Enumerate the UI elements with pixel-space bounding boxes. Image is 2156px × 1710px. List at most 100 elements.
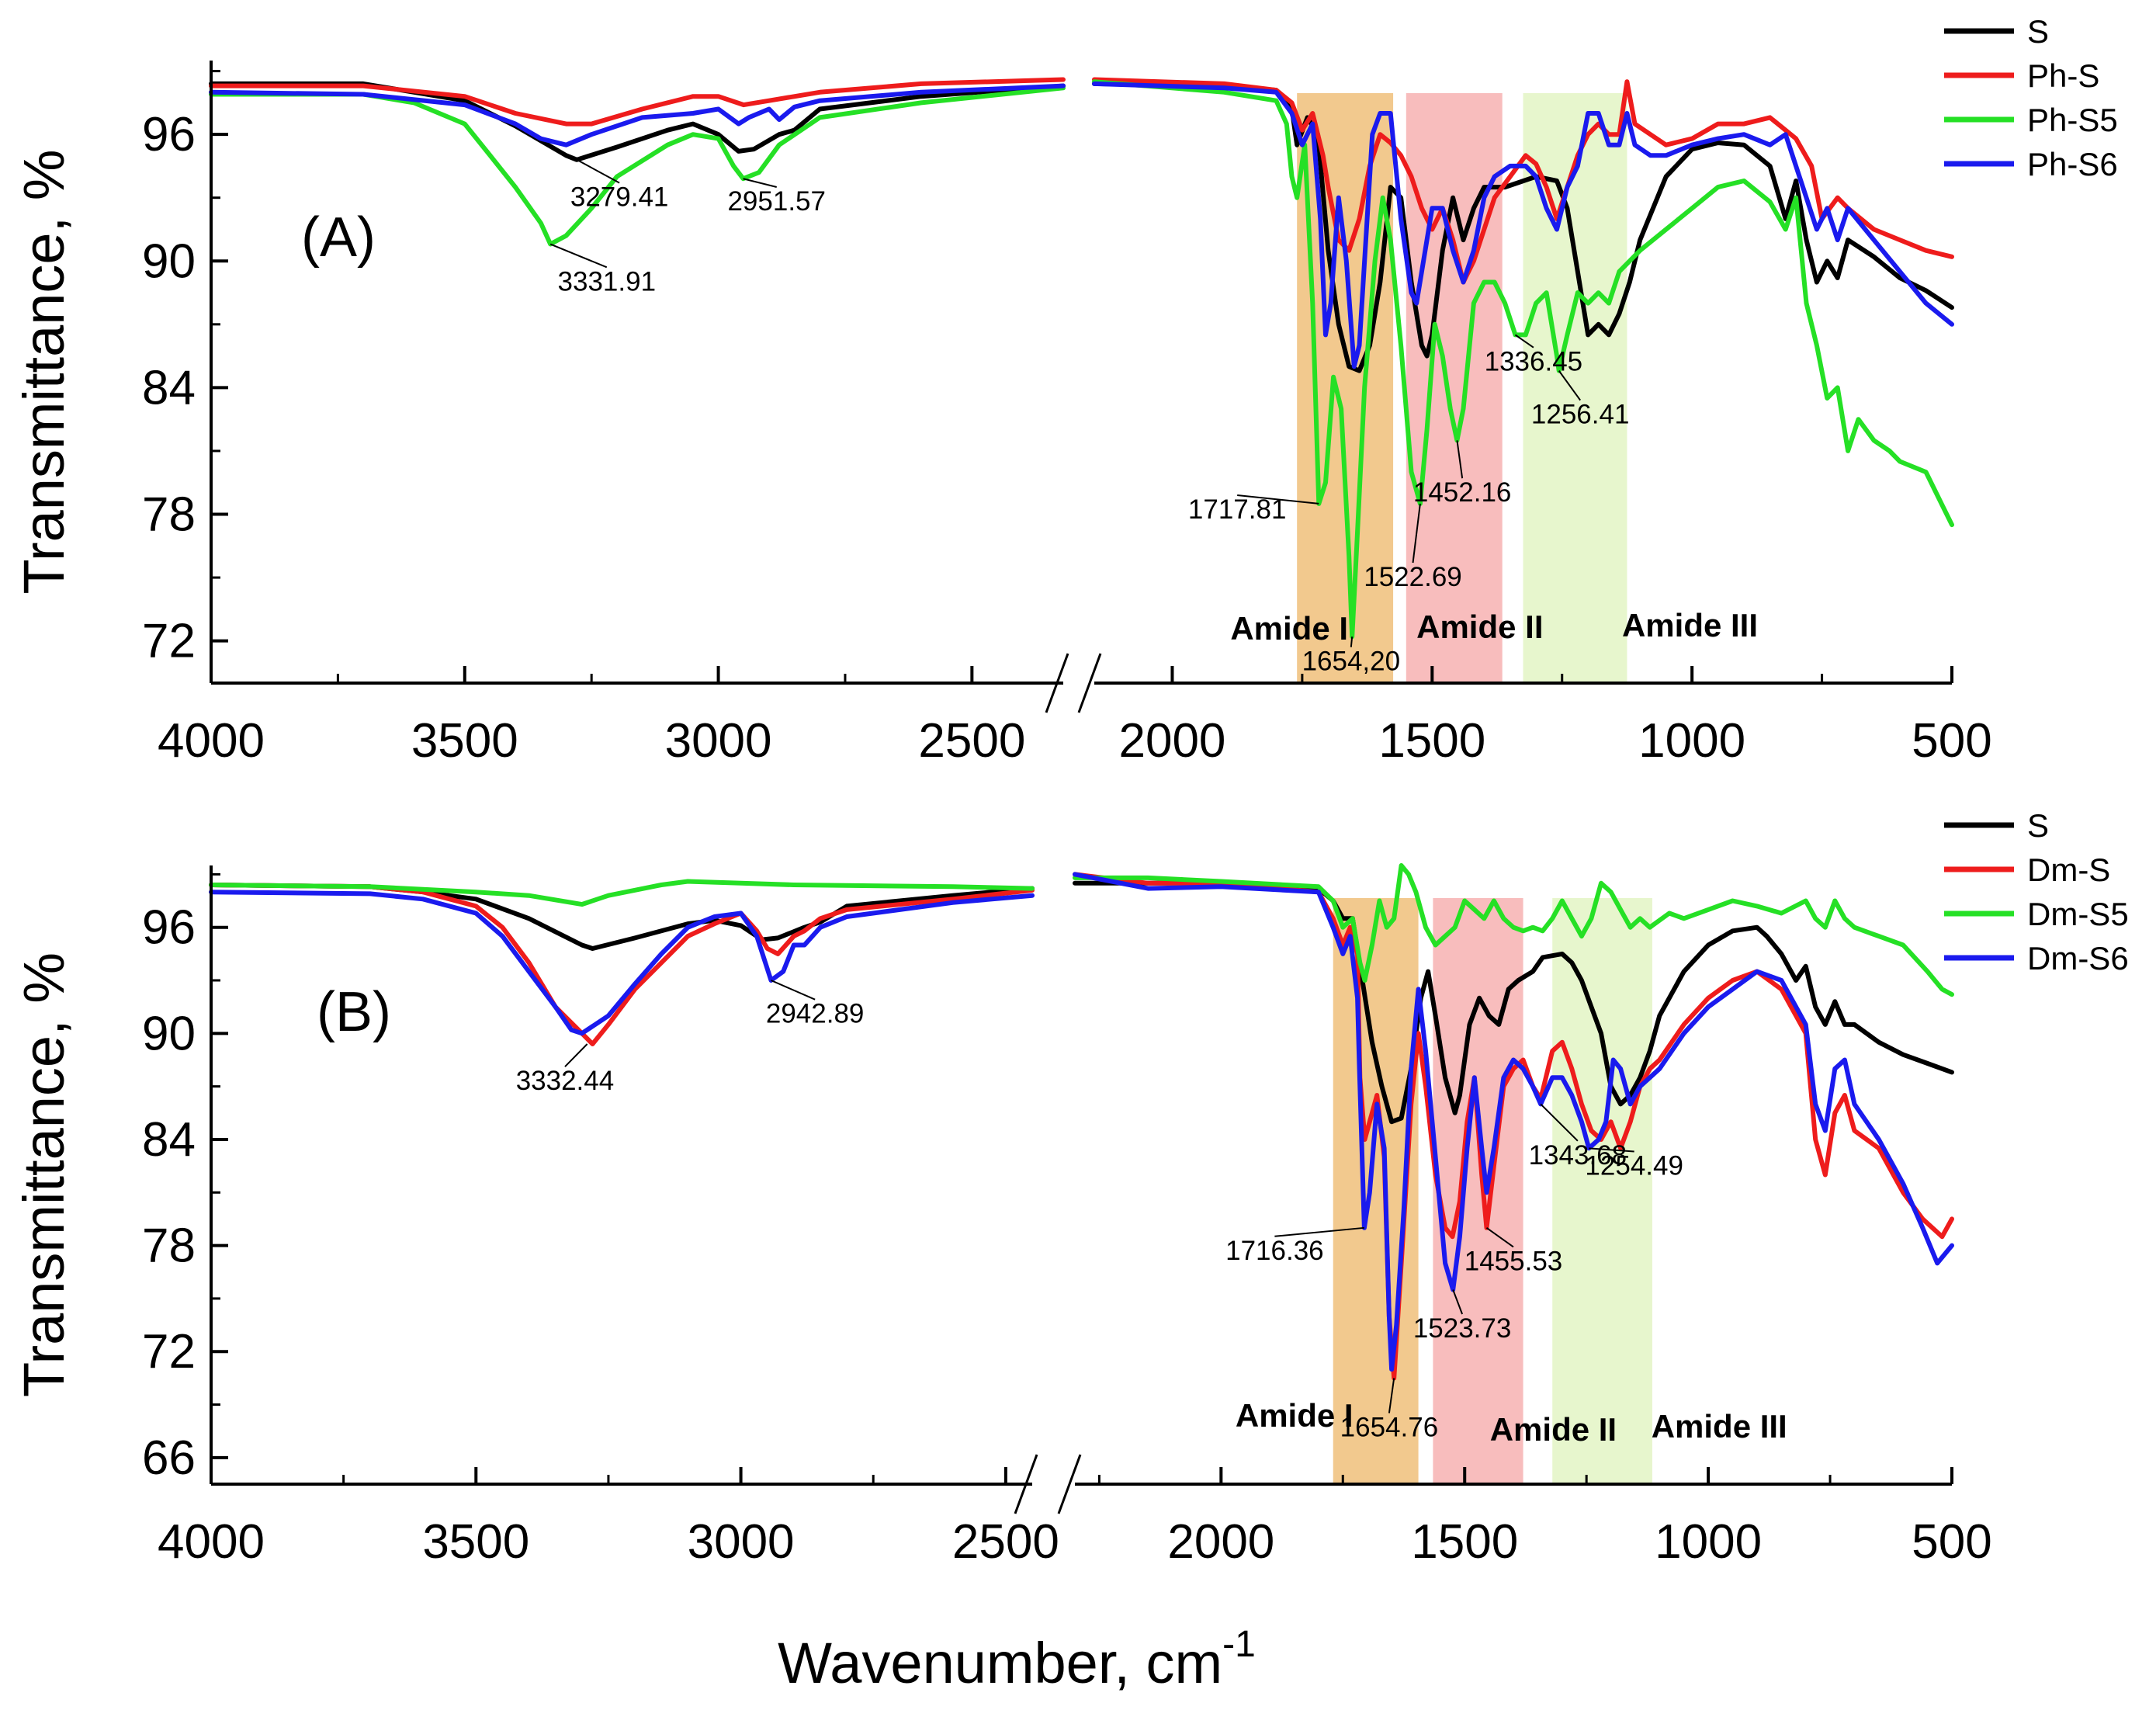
annotation-leader bbox=[1237, 494, 1319, 505]
band-label: Amide I bbox=[1236, 1397, 1354, 1434]
series-line-s-seg1 bbox=[1073, 880, 1954, 1125]
x-tick-label: 3500 bbox=[422, 1515, 529, 1569]
annotation-leader bbox=[564, 1043, 588, 1067]
annotation-label: 1523.73 bbox=[1413, 1313, 1512, 1344]
annotation-label: 2942.89 bbox=[766, 999, 865, 1029]
legend-label-dm-s5: Dm-S5 bbox=[2027, 896, 2129, 932]
series-line-ph-s5-seg0 bbox=[209, 85, 1066, 247]
x-tick-label: 2500 bbox=[952, 1515, 1059, 1569]
x-tick-label: 3500 bbox=[411, 714, 518, 768]
annotation-label: 1654.76 bbox=[1340, 1413, 1439, 1443]
series-line-s-seg0 bbox=[209, 81, 1066, 162]
y-tick-label: 66 bbox=[142, 1431, 196, 1485]
annotation-label: 3331.91 bbox=[558, 266, 657, 297]
y-tick-label: 90 bbox=[142, 1007, 196, 1060]
series-line-ph-s-seg0 bbox=[209, 77, 1066, 127]
x-tick-label: 1500 bbox=[1378, 714, 1485, 768]
y-tick-label: 96 bbox=[142, 108, 196, 161]
annotation-leader bbox=[1350, 636, 1354, 647]
axis-break-mark-1 bbox=[1077, 653, 1102, 713]
x-tick-label: 4000 bbox=[158, 1515, 265, 1569]
annotation-leader bbox=[1540, 1103, 1579, 1142]
axis-break-mark-0 bbox=[1014, 1454, 1038, 1514]
legend-label-s: S bbox=[2027, 13, 2049, 50]
legend-label-ph-s5: Ph-S5 bbox=[2027, 102, 2118, 138]
x-tick-label: 1000 bbox=[1638, 714, 1745, 768]
annotation-label: 1522.69 bbox=[1364, 562, 1462, 592]
band-2 bbox=[1552, 898, 1652, 1484]
annotation-leader bbox=[1412, 503, 1421, 564]
y-tick-label: 96 bbox=[142, 901, 196, 955]
annotation-leader bbox=[1388, 1378, 1395, 1413]
axis-break-mark-1 bbox=[1057, 1454, 1082, 1514]
annotation-label: 1256.41 bbox=[1531, 400, 1630, 430]
series-line-dm-s5-seg0 bbox=[209, 879, 1035, 907]
y-tick-label: 78 bbox=[142, 488, 196, 542]
x-tick-label: 3000 bbox=[665, 714, 772, 768]
x-axis-title: Wavenumber, cm-1 bbox=[778, 1624, 1256, 1695]
annotation-leader bbox=[1514, 334, 1534, 349]
x-axis-title-text: Wavenumber, cm bbox=[778, 1631, 1222, 1695]
annotation-leader bbox=[1456, 440, 1464, 479]
series-line-ph-s6-seg0 bbox=[209, 83, 1066, 147]
annotation-label: 2951.57 bbox=[727, 186, 826, 217]
annotation-leader bbox=[549, 243, 608, 269]
y-tick-label: 84 bbox=[142, 1113, 196, 1167]
panel-label: (A) bbox=[301, 206, 376, 269]
y-tick-label: 90 bbox=[142, 234, 196, 288]
x-tick-label: 2500 bbox=[918, 714, 1025, 768]
y-axis-title: Transmittance, % bbox=[12, 952, 76, 1397]
series-line-dm-s5-seg1 bbox=[1073, 863, 1954, 997]
x-tick-label: 500 bbox=[1912, 714, 1991, 768]
annotation-leader bbox=[771, 980, 816, 1001]
annotation-label: 1654,20 bbox=[1302, 647, 1401, 677]
panel-b: 66 72 78 84 90 96 4000 3500 3000 2500 2000 1500 1000… bbox=[12, 807, 2129, 1569]
x-tick-label: 500 bbox=[1912, 1515, 1991, 1569]
band-1 bbox=[1406, 93, 1503, 683]
annotation-label: 1716.36 bbox=[1225, 1236, 1324, 1266]
series-line-dm-s6-seg1 bbox=[1073, 872, 1954, 1372]
annotation-label: 1336.45 bbox=[1485, 347, 1583, 377]
x-tick-label: 2000 bbox=[1167, 1515, 1274, 1569]
legend-label-dm-s: Dm-S bbox=[2027, 852, 2110, 888]
legend-label-ph-s6: Ph-S6 bbox=[2027, 146, 2118, 182]
annotation-leader bbox=[1485, 1227, 1514, 1248]
annotation-leader bbox=[1558, 370, 1581, 401]
series-line-dm-s6-seg0 bbox=[209, 890, 1035, 1036]
y-tick-label: 84 bbox=[142, 361, 196, 414]
axis-break-mark-0 bbox=[1045, 653, 1069, 713]
x-tick-label: 3000 bbox=[688, 1515, 795, 1569]
annotation-label: 3279.41 bbox=[570, 182, 669, 213]
x-tick-label: 1500 bbox=[1411, 1515, 1518, 1569]
annotation-leader bbox=[576, 158, 620, 184]
annotation-label: 1254.49 bbox=[1585, 1151, 1683, 1181]
annotation-leader bbox=[1274, 1226, 1364, 1237]
x-tick-label: 2000 bbox=[1118, 714, 1225, 768]
annotation-label: 1717.81 bbox=[1188, 494, 1287, 525]
band-label: Amide I bbox=[1230, 610, 1348, 647]
legend-label-dm-s6: Dm-S6 bbox=[2027, 940, 2129, 976]
annotation-leader bbox=[1589, 1147, 1634, 1153]
x-tick-label: 1000 bbox=[1655, 1515, 1762, 1569]
band-0 bbox=[1297, 93, 1394, 683]
legend-label-ph-s: Ph-S bbox=[2027, 57, 2099, 94]
panel-a: 72 78 84 90 96 4000 3500 3000 2500 2000 1500 1000 50… bbox=[12, 13, 2118, 768]
y-tick-label: 78 bbox=[142, 1219, 196, 1273]
annotation-label: 1452.16 bbox=[1413, 477, 1512, 508]
y-tick-label: 72 bbox=[142, 615, 196, 668]
series-line-dm-s-seg0 bbox=[209, 883, 1035, 1046]
band-label: Amide III bbox=[1652, 1408, 1787, 1445]
annotation-label: 1343.68 bbox=[1529, 1140, 1627, 1171]
band-label: Amide II bbox=[1490, 1411, 1617, 1448]
series-line-ph-s6-seg1 bbox=[1092, 81, 1954, 369]
band-label: Amide II bbox=[1416, 609, 1543, 645]
annotation-label: 3332.44 bbox=[516, 1066, 615, 1096]
annotation-leader bbox=[743, 178, 777, 188]
band-label: Amide III bbox=[1622, 607, 1758, 643]
x-tick-label: 4000 bbox=[158, 714, 265, 768]
annotation-label: 1455.53 bbox=[1464, 1246, 1563, 1276]
series-line-ph-s5-seg1 bbox=[1092, 79, 1954, 640]
annotation-leader bbox=[1452, 1289, 1464, 1315]
